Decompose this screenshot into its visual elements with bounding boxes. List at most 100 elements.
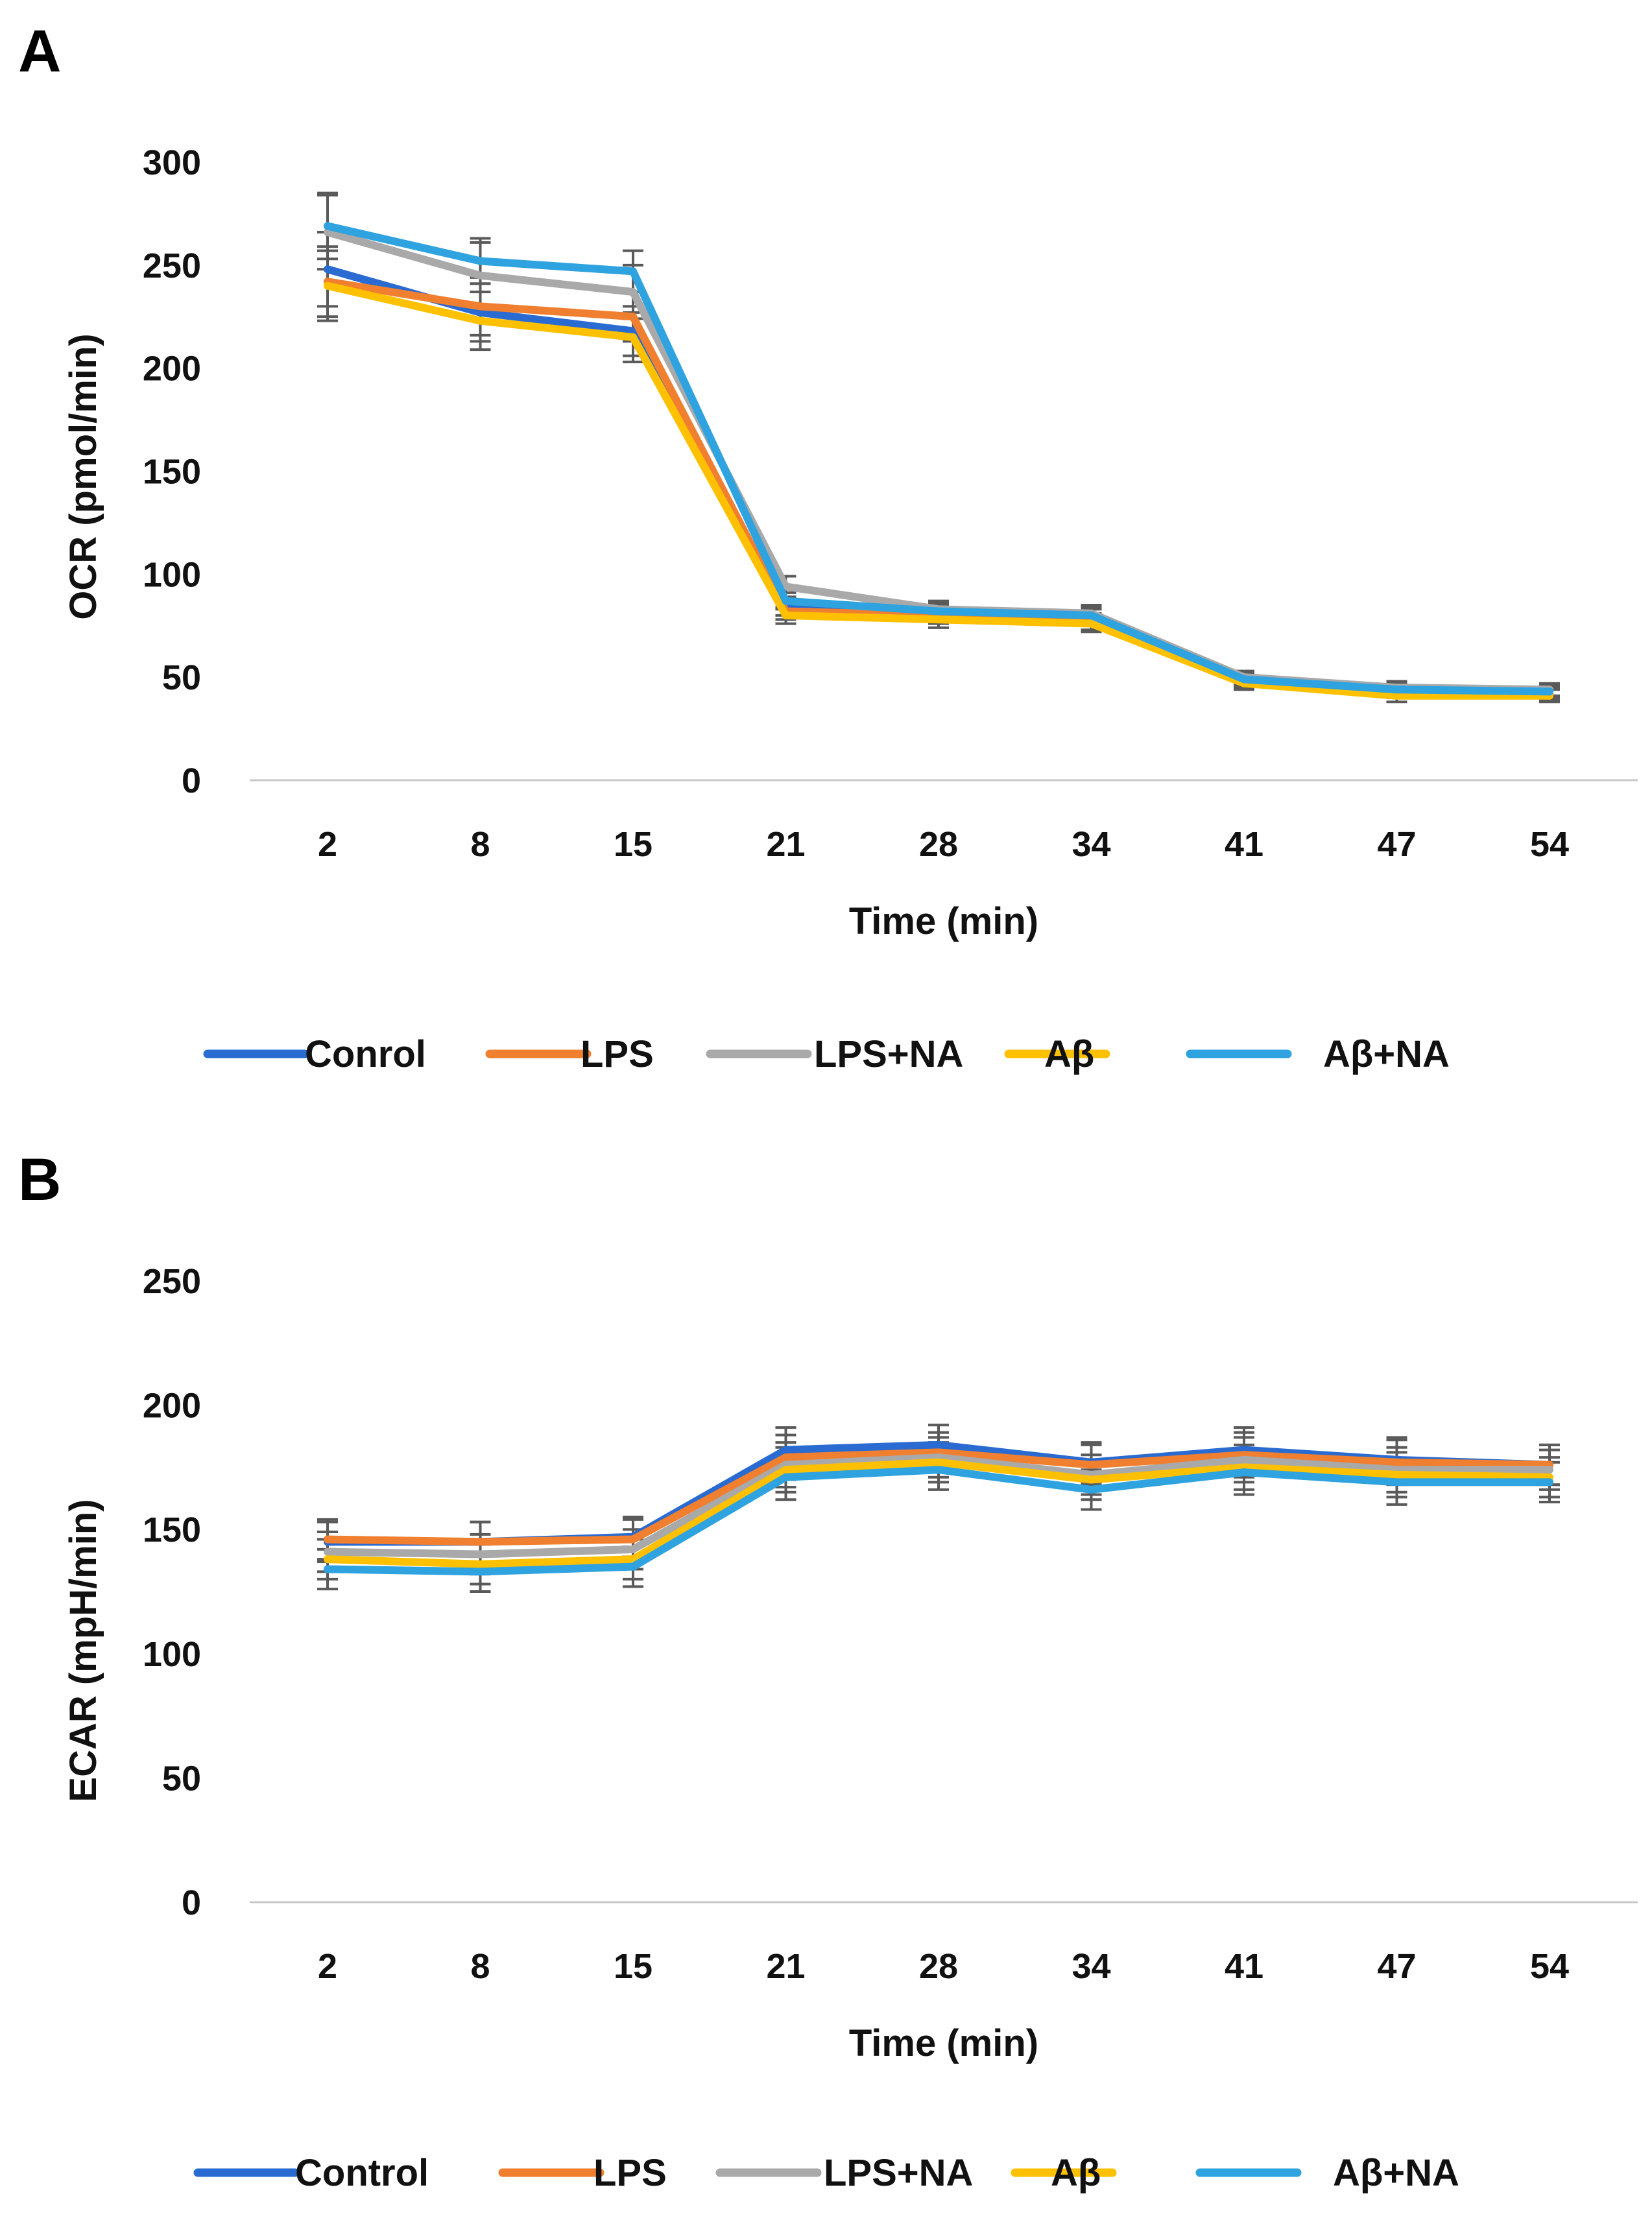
data-point: [324, 265, 331, 274]
series-line-4: [324, 281, 1553, 700]
data-point: [324, 1565, 331, 1573]
y-tick-label: 0: [182, 761, 201, 800]
data-point: [1546, 1478, 1553, 1486]
data-point: [782, 611, 790, 619]
legend-item: Aβ+NA: [1195, 2152, 1459, 2194]
x-tick-label: 41: [1225, 825, 1263, 864]
data-point: [324, 1547, 331, 1556]
x-tick-label: 21: [766, 825, 805, 864]
legend-item: LPS+NA: [715, 2152, 973, 2194]
panel-letter-a: A: [18, 18, 61, 84]
x-tick-labels: 2 8 15 21 28 34 41 47 54: [318, 825, 1569, 864]
x-tick-label: 41: [1225, 1947, 1263, 1986]
legend-label: Aβ: [1044, 1033, 1094, 1075]
legend-item: Aβ+NA: [1186, 1033, 1450, 1075]
legend-item: Conrol: [203, 1033, 426, 1075]
data-point: [935, 607, 942, 615]
data-point: [1393, 686, 1401, 694]
data-point: [476, 316, 485, 325]
legend-item: Aβ: [1004, 1033, 1110, 1075]
x-axis-title: Time (min): [849, 2022, 1038, 2064]
y-tick-label: 150: [143, 453, 201, 492]
data-point: [324, 1535, 331, 1544]
legend-item: LPS: [498, 2152, 667, 2194]
data-point: [1546, 687, 1553, 696]
y-tick-label: 50: [162, 1759, 201, 1798]
data-point: [782, 1473, 790, 1481]
data-point: [782, 1453, 790, 1462]
x-tick-label: 54: [1530, 825, 1569, 864]
panel-letter-b: B: [18, 1147, 61, 1213]
x-tick-labels: 2 8 15 21 28 34 41 47 54: [318, 1947, 1569, 1986]
data-point: [629, 1545, 637, 1553]
x-tick-label: 54: [1530, 1947, 1569, 1986]
y-tick-label: 100: [143, 555, 201, 594]
data-point: [1393, 1458, 1401, 1466]
data-point: [476, 1550, 485, 1558]
legend-label: LPS: [581, 1033, 654, 1075]
data-point: [476, 302, 485, 311]
y-tick-label: 250: [143, 1262, 201, 1301]
y-tick-label: 50: [162, 658, 201, 697]
legend-label: Aβ+NA: [1333, 2152, 1459, 2194]
data-point: [629, 313, 637, 321]
x-tick-label: 34: [1071, 1947, 1110, 1986]
x-axis-title: Time (min): [849, 900, 1038, 942]
legend: Control LPS LPS+NA Aβ Aβ+NA: [193, 2152, 1459, 2194]
data-point: [935, 1440, 942, 1449]
x-tick-label: 47: [1377, 1947, 1416, 1986]
data-point: [935, 1466, 942, 1474]
y-tick-label: 150: [143, 1510, 201, 1549]
y-tick-labels: 0 50 100 150 200 250: [143, 1262, 201, 1922]
y-axis-title: OCR (pmol/min): [62, 333, 104, 619]
x-tick-label: 34: [1071, 825, 1110, 864]
data-point: [1240, 1455, 1248, 1464]
x-tick-label: 8: [470, 1947, 490, 1986]
data-point: [476, 257, 485, 265]
data-point: [324, 281, 331, 290]
data-point: [324, 1555, 331, 1564]
series-line-2: [324, 278, 1553, 698]
data-point: [476, 271, 485, 280]
data-point: [476, 308, 485, 316]
data-point: [629, 1535, 637, 1544]
data-point: [476, 1568, 485, 1576]
x-tick-label: 8: [470, 825, 490, 864]
y-tick-labels: 0 50 100 150 200 250 300: [143, 143, 201, 800]
legend-label: LPS+NA: [814, 1033, 963, 1075]
data-point: [1393, 691, 1401, 700]
data-point: [1087, 1485, 1095, 1494]
legend-item: Aβ: [1011, 2152, 1117, 2194]
x-tick-label: 21: [766, 1947, 805, 1986]
x-tick-label: 2: [318, 1947, 337, 1986]
data-point: [324, 222, 331, 230]
data-point: [1087, 1475, 1095, 1484]
data-point: [1087, 619, 1095, 628]
x-tick-label: 2: [318, 825, 337, 864]
y-tick-label: 200: [143, 1387, 201, 1426]
data-point: [935, 615, 942, 624]
data-point: [476, 1538, 485, 1546]
y-tick-label: 300: [143, 143, 201, 182]
y-axis-title: ECAR (mpH/min): [62, 1499, 104, 1802]
data-point: [782, 1466, 790, 1474]
error-bars: [317, 191, 1560, 704]
y-tick-label: 250: [143, 246, 201, 285]
x-tick-label: 28: [919, 825, 958, 864]
x-tick-label: 28: [919, 1947, 958, 1986]
x-tick-label: 47: [1377, 825, 1416, 864]
legend: Conrol LPS LPS+NA Aβ Aβ+NA: [203, 1033, 1450, 1075]
x-tick-label: 15: [614, 825, 652, 864]
legend-label: Aβ+NA: [1323, 1033, 1450, 1075]
data-point: [782, 597, 790, 605]
data-point: [629, 288, 637, 296]
series-lines: [324, 1440, 1553, 1576]
data-point: [1393, 1470, 1401, 1479]
data-point: [629, 327, 637, 335]
legend-label: Control: [295, 2152, 429, 2194]
legend-item: LPS: [485, 1033, 654, 1075]
data-point: [629, 267, 637, 276]
legend-label: Conrol: [305, 1033, 426, 1075]
data-point: [782, 1446, 790, 1454]
